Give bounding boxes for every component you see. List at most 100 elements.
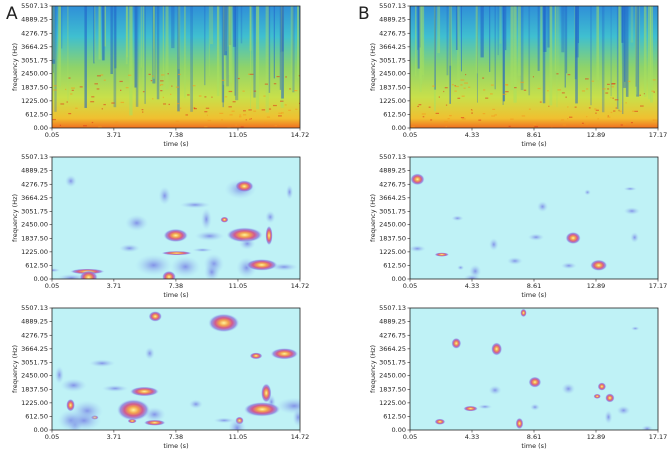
- streak: [422, 6, 425, 80]
- speckle: [79, 86, 83, 88]
- streak: [489, 6, 491, 72]
- speckle: [602, 88, 606, 90]
- blob: [630, 232, 639, 243]
- streak: [554, 6, 557, 72]
- speckle: [460, 84, 463, 86]
- streak: [67, 6, 69, 102]
- y-tick-label: 1837.50: [21, 385, 48, 393]
- streak: [590, 6, 592, 106]
- y-tick-label: 4889.25: [21, 167, 48, 175]
- speckle: [611, 86, 615, 88]
- streak: [190, 6, 193, 112]
- y-tick-label: 1225.00: [21, 399, 48, 407]
- blob: [457, 264, 465, 271]
- streak: [537, 6, 540, 71]
- streak: [421, 6, 424, 76]
- blob: [515, 417, 524, 430]
- y-tick-label: 4276.75: [21, 29, 48, 37]
- speckle: [561, 92, 565, 94]
- speckle: [249, 118, 251, 120]
- streak: [273, 6, 275, 79]
- y-tick-label: 3051.75: [379, 56, 406, 64]
- speckle: [532, 76, 535, 78]
- speckle: [52, 118, 57, 121]
- streak: [156, 6, 160, 100]
- y-tick-label: 3664.25: [379, 43, 406, 51]
- y-tick-label: 3664.25: [21, 43, 48, 51]
- speckle: [83, 125, 87, 127]
- speckle: [192, 85, 196, 87]
- streak: [505, 6, 507, 51]
- y-tick-label: 1837.50: [379, 234, 406, 242]
- streak: [232, 6, 236, 47]
- speckle: [248, 109, 252, 111]
- speckle: [228, 106, 232, 108]
- y-tick-label: 612.50: [25, 412, 48, 420]
- blob: [249, 352, 263, 360]
- blob: [488, 385, 502, 396]
- blob: [125, 214, 149, 232]
- speckle: [651, 90, 655, 92]
- speckle: [278, 112, 283, 114]
- speckle: [478, 119, 482, 121]
- background: [410, 157, 658, 279]
- streak: [235, 6, 239, 101]
- streak: [58, 6, 61, 87]
- speckle: [610, 111, 613, 114]
- speckle: [444, 87, 448, 89]
- y-tick-label: 4276.75: [21, 180, 48, 188]
- speckle: [279, 123, 281, 125]
- streak: [223, 6, 227, 56]
- speckle: [142, 91, 145, 93]
- speckle: [205, 107, 210, 109]
- speckle: [119, 89, 122, 91]
- streak: [475, 6, 478, 74]
- speckle: [492, 108, 496, 111]
- x-axis-label: time (s): [521, 140, 546, 148]
- streak: [540, 6, 543, 87]
- speckle: [652, 79, 656, 81]
- speckle: [68, 112, 72, 115]
- blob: [616, 405, 631, 416]
- y-tick-label: 4889.25: [379, 167, 406, 175]
- streak: [502, 6, 506, 102]
- y-tick-label: 3664.25: [21, 345, 48, 353]
- speckle: [640, 105, 644, 107]
- speckle: [103, 103, 106, 106]
- streak: [110, 6, 113, 75]
- streak: [125, 6, 128, 65]
- speckle: [264, 122, 268, 124]
- streak: [520, 6, 524, 91]
- speckle: [277, 115, 282, 117]
- speckle: [432, 85, 435, 87]
- streak: [460, 6, 462, 72]
- y-tick-label: 4889.25: [21, 318, 48, 326]
- streak: [84, 6, 87, 108]
- streak: [434, 6, 436, 90]
- streak: [437, 6, 441, 54]
- blob: [451, 215, 464, 222]
- speckle: [618, 109, 620, 111]
- streak: [253, 6, 256, 98]
- blob: [477, 404, 493, 410]
- speckle: [66, 101, 68, 103]
- y-tick-label: 612.50: [383, 412, 406, 420]
- blob: [66, 398, 75, 412]
- speckle: [120, 101, 125, 104]
- x-tick-label: 17.17: [649, 131, 668, 139]
- streak: [265, 6, 269, 113]
- speckle: [71, 89, 74, 91]
- speckle: [607, 88, 610, 90]
- speckle: [160, 80, 164, 82]
- speckle: [114, 121, 119, 123]
- x-tick-label: 7.38: [169, 282, 183, 290]
- speckle: [470, 109, 473, 111]
- y-tick-label: 4889.25: [379, 16, 406, 24]
- streak: [280, 6, 282, 53]
- speckle: [653, 91, 655, 93]
- x-tick-label: 4.33: [465, 282, 479, 290]
- speckle: [253, 90, 257, 92]
- speckle: [460, 117, 465, 119]
- y-tick-label: 3051.75: [21, 207, 48, 215]
- streak: [234, 6, 236, 96]
